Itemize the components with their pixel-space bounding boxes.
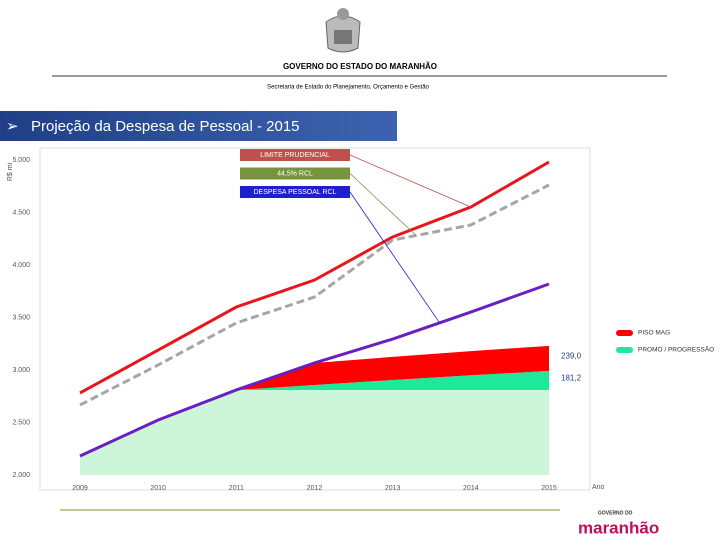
- emblem: [325, 8, 361, 53]
- y-tick-label: 5.000: [12, 157, 30, 164]
- value-label: 239,0: [561, 351, 582, 360]
- y-tick-label: 2.500: [12, 419, 30, 426]
- legend-swatch: [616, 347, 633, 353]
- y-tick-label: 4.500: [12, 209, 30, 216]
- x-tick-label: 2011: [229, 485, 244, 492]
- series-label-box: [240, 186, 350, 198]
- x-axis-label: Ano: [592, 484, 605, 491]
- slide-title: Projeção da Despesa de Pessoal - 2015: [31, 118, 300, 135]
- bullet: ➢: [6, 118, 19, 135]
- value-label: 181,2: [561, 374, 582, 383]
- x-tick-label: 2013: [385, 485, 401, 492]
- header-subtitle: Secretaria de Estado do Planejamento, Or…: [267, 85, 429, 91]
- plot: 2.000 2.500 3.000 3.500 4.000 4.500 5.000 2009 2…: [12, 149, 714, 492]
- y-tick-label: 3.500: [12, 314, 30, 321]
- leader-line: [349, 154, 471, 208]
- title-banner: [0, 111, 397, 141]
- series-label: DESPESA PESSOAL RCL: [254, 189, 337, 196]
- series-line: [79, 282, 550, 458]
- y-tick-label: 2.000: [12, 472, 30, 479]
- x-tick-label: 2015: [541, 485, 557, 492]
- x-tick-label: 2009: [72, 485, 88, 492]
- logo-text: maranhão: [578, 518, 659, 537]
- area: [80, 389, 549, 475]
- legend-swatch: [616, 330, 633, 336]
- area: [236, 370, 550, 390]
- header-title: GOVERNO DO ESTADO DO MARANHÃO: [283, 62, 437, 71]
- series-line: [79, 183, 550, 407]
- series-label-box: [240, 149, 350, 161]
- legend-label: PISO MAG: [638, 330, 670, 337]
- x-tick-label: 2014: [463, 485, 479, 492]
- area: [236, 345, 550, 390]
- y-tick-label: 3.000: [12, 367, 30, 374]
- x-tick-label: 2012: [307, 485, 323, 492]
- legend-label: PROMO / PROGRESSÃO: [638, 345, 714, 354]
- x-tick-label: 2010: [150, 485, 166, 492]
- y-tick-label: 4.000: [12, 262, 30, 269]
- y-axis-label: R$ mi: [7, 162, 14, 181]
- leader-line: [349, 173, 417, 236]
- leader-line: [349, 191, 440, 324]
- series-label-box: [240, 167, 350, 180]
- series-label: 44,5% RCL: [277, 170, 313, 177]
- plot-frame: [39, 147, 591, 491]
- logo-top: GOVERNO DO: [598, 510, 633, 516]
- series-label: LIMITE PRUDENCIAL: [260, 152, 330, 159]
